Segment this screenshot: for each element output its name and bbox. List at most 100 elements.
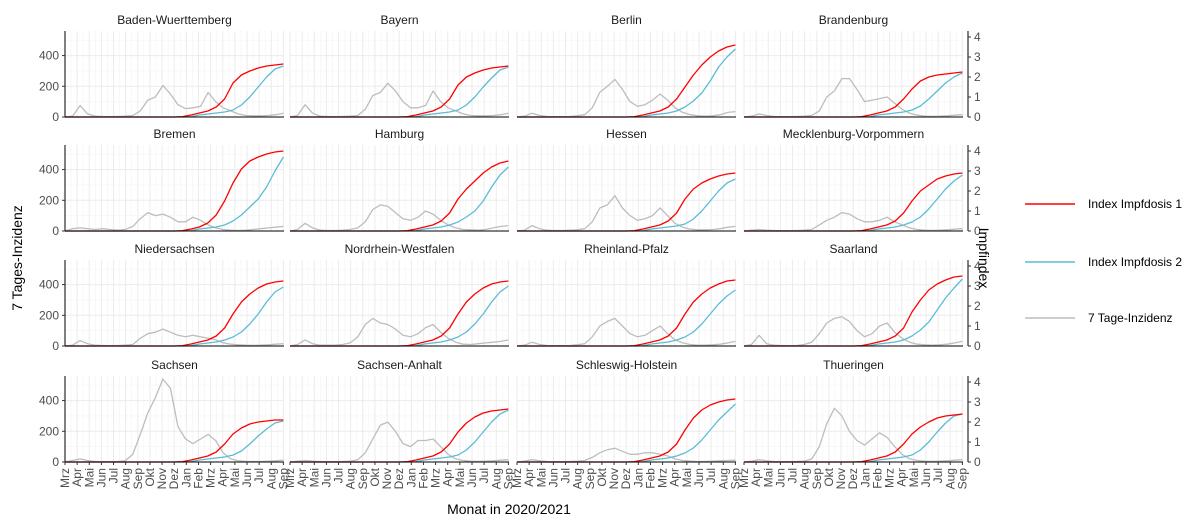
y-tick-label-right: 1 <box>974 319 981 333</box>
x-tick-label: Feb <box>416 468 430 489</box>
left-axes-layer: 0 200 400 0 200 400 0 200 400 0 200 400 <box>39 31 66 469</box>
y-axis-title-right: Impfindex <box>976 228 992 289</box>
panel-title: Nordrhein-Westfalen <box>345 242 455 256</box>
x-tick-label: Mrz <box>883 468 897 488</box>
panel-title: Saarland <box>829 242 877 256</box>
x-tick-label: Mrz <box>58 468 72 488</box>
x-tick-label: Nov <box>155 468 169 489</box>
x-tick-label: Apr <box>895 468 909 487</box>
panel-title: Bremen <box>153 127 195 141</box>
x-tick-label: Mai <box>307 468 321 487</box>
x-tick-label: Aug <box>571 468 585 489</box>
x-tick-label: Apr <box>70 468 84 487</box>
y-tick-label-left: 0 <box>52 110 59 124</box>
y-tick-label-right: 2 <box>974 299 981 313</box>
series-line-incidence <box>289 317 509 347</box>
x-tick-label: Sep <box>131 468 145 490</box>
x-tick-label: Mai <box>761 468 775 487</box>
x-tick-label: Okt <box>143 467 157 486</box>
y-tick-label-right: 2 <box>974 184 981 198</box>
x-tick-label: Jul <box>107 468 121 483</box>
x-tick-label: Jan <box>858 468 872 487</box>
panel-berlin: Berlin <box>516 13 736 118</box>
y-axis-title-left: 7 Tages-Inzidenz <box>9 205 25 311</box>
panel-niedersachsen: Niedersachsen <box>64 242 284 347</box>
x-tick-label: Jul <box>786 468 800 483</box>
y-tick-label-right: 2 <box>974 70 981 84</box>
y-tick-label-right: 3 <box>974 50 981 64</box>
legend-label-incidence: 7 Tage-Inzidenz <box>1088 311 1173 325</box>
x-tick-label: Okt <box>595 467 609 486</box>
x-tick-label: Jun <box>319 468 333 487</box>
panel-title: Baden-Wuerttemberg <box>117 13 232 27</box>
panel-saarland: Saarland <box>743 242 963 347</box>
panel-nordrhein-westfalen: Nordrhein-Westfalen <box>289 242 509 347</box>
x-tick-label: Dez <box>619 468 633 489</box>
panel-title: Sachsen <box>151 358 198 372</box>
y-tick-label-left: 400 <box>39 49 59 63</box>
panel-title: Sachsen-Anhalt <box>357 358 442 372</box>
x-tick-label: Apr <box>522 468 536 487</box>
x-tick-label: Aug <box>264 468 278 489</box>
panel-title: Mecklenburg-Vorpommern <box>783 127 924 141</box>
x-tick-label: Mrz <box>283 468 297 488</box>
y-tick-label-right: 1 <box>974 435 981 449</box>
panel-baden-wuerttemberg: Baden-Wuerttemberg <box>64 13 284 118</box>
panel-title: Bayern <box>380 13 418 27</box>
x-tick-label: Jun <box>692 468 706 487</box>
panel-hamburg: Hamburg <box>289 127 509 232</box>
y-tick-label-left: 0 <box>52 339 59 353</box>
x-tick-label: Apr <box>749 468 763 487</box>
x-tick-label: Sep <box>810 468 824 490</box>
x-ticks-layer: MrzAprMaiJunJulAugSepOktNovDezJanFebMrzA… <box>58 462 969 489</box>
x-tick-label: Jul <box>931 468 945 483</box>
panel-title: Brandenburg <box>819 13 888 27</box>
y-tick-label-left: 400 <box>39 278 59 292</box>
x-tick-label: Jan <box>631 468 645 487</box>
x-tick-label: Jun <box>240 468 254 487</box>
x-tick-label: Feb <box>643 468 657 489</box>
y-tick-label-right: 3 <box>974 395 981 409</box>
panel-sachsen-anhalt: Sachsen-Anhalt <box>289 358 509 463</box>
y-tick-label-right: 0 <box>974 339 981 353</box>
y-tick-label-left: 200 <box>39 308 59 322</box>
x-tick-label: Jul <box>477 468 491 483</box>
y-tick-label-left: 200 <box>39 79 59 93</box>
x-tick-label: Jul <box>559 468 573 483</box>
x-tick-label: Jun <box>94 468 108 487</box>
panel-rheinland-pfalz: Rheinland-Pfalz <box>516 242 736 347</box>
x-tick-label: Apr <box>441 468 455 487</box>
panel-title: Niedersachsen <box>134 242 214 256</box>
legend: Index Impfdosis 1 Index Impfdosis 2 7 Ta… <box>1025 197 1182 325</box>
x-tick-label: Mrz <box>204 468 218 488</box>
x-tick-label: Jun <box>465 468 479 487</box>
y-tick-label-left: 200 <box>39 193 59 207</box>
x-tick-label: Okt <box>822 467 836 486</box>
x-tick-label: Mai <box>453 468 467 487</box>
panel-thueringen: Thueringen <box>743 358 963 463</box>
x-tick-label: Aug <box>798 468 812 489</box>
y-tick-label-left: 0 <box>52 224 59 238</box>
legend-label-dose2: Index Impfdosis 2 <box>1088 255 1182 269</box>
x-tick-label: Mai <box>82 468 96 487</box>
x-axis-title: Monat in 2020/2021 <box>447 501 571 517</box>
x-tick-label: Feb <box>870 468 884 489</box>
x-tick-label: Mrz <box>656 468 670 488</box>
x-tick-label: Jul <box>252 468 266 483</box>
y-tick-label-right: 0 <box>974 224 981 238</box>
panel-bayern: Bayern <box>289 13 509 118</box>
x-tick-label: Mrz <box>510 468 524 488</box>
x-tick-label: Jun <box>773 468 787 487</box>
panel-sachsen: Sachsen <box>64 358 284 463</box>
y-tick-label-right: 3 <box>974 164 981 178</box>
x-tick-label: Mai <box>228 468 242 487</box>
panel-title: Hamburg <box>375 127 424 141</box>
x-tick-label: Feb <box>191 468 205 489</box>
panel-hessen: Hessen <box>516 127 736 232</box>
right-axes-layer: 0 1 2 3 4 0 1 2 3 4 0 1 2 3 4 0 1 2 3 4 <box>967 30 981 469</box>
x-tick-label: Mrz <box>429 468 443 488</box>
y-tick-label-right: 1 <box>974 90 981 104</box>
x-tick-label: Sep <box>356 468 370 490</box>
x-tick-label: Nov <box>834 468 848 489</box>
